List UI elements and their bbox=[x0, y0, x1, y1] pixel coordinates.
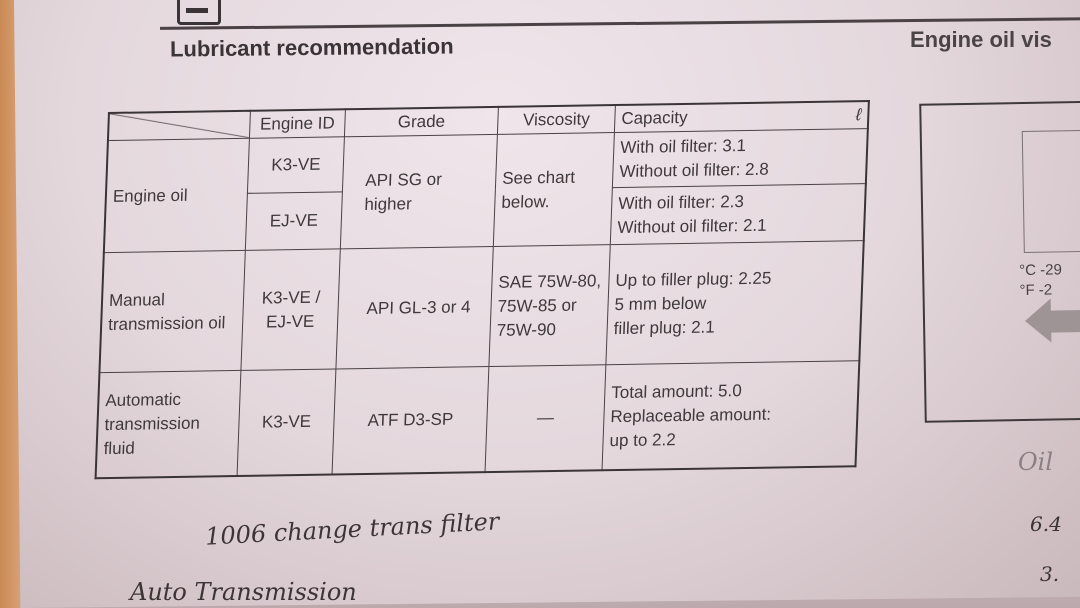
table-row: Automatic transmission fluid K3-VE ATF D… bbox=[95, 360, 860, 479]
section-title-engine-oil-viscosity: Engine oil vis bbox=[910, 27, 1052, 52]
viscosity-cell: SAE 75W-80, 75W-85 or 75W-90 bbox=[488, 244, 611, 367]
viscosity-cell: See chart below. bbox=[493, 132, 615, 247]
capacity-cell: With oil filter: 3.1 Without oil filter: … bbox=[612, 128, 868, 188]
row-label-engine-oil: Engine oil bbox=[103, 138, 250, 253]
page-title: Lubricant recommendation bbox=[169, 33, 454, 62]
arrow-bar bbox=[1048, 309, 1080, 333]
engine-id-cell: K3-VE bbox=[237, 368, 336, 477]
engine-id-cell: K3-VE / EJ-VE bbox=[240, 248, 341, 371]
capacity-line: filler plug: 2.1 bbox=[613, 316, 716, 338]
engine-id-cell: K3-VE bbox=[247, 136, 345, 194]
celsius-axis-label: °C -29 bbox=[1019, 261, 1062, 280]
handwritten-note: 6.4 bbox=[1030, 512, 1062, 536]
engine-id-cell: EJ-VE bbox=[245, 191, 343, 251]
header-corner bbox=[107, 110, 251, 141]
header-viscosity: Viscosity bbox=[497, 105, 616, 135]
grade-cell: API SG or higher bbox=[340, 134, 498, 249]
header-capacity: Capacity ℓ bbox=[614, 101, 869, 133]
capacity-cell: Total amount: 5.0 Replaceable amount: up t… bbox=[602, 360, 860, 471]
row-label-manual-transmission: Manual transmission oil bbox=[99, 250, 246, 373]
header-engine-id: Engine ID bbox=[249, 109, 346, 139]
grade-cell: API GL-3 or 4 bbox=[335, 246, 494, 369]
fahrenheit-axis-label: °F -2 bbox=[1019, 281, 1053, 300]
capacity-line: up to 2.2 bbox=[609, 430, 677, 451]
handwritten-note: Auto Transmission bbox=[130, 578, 357, 606]
viscosity-chart-grid bbox=[1021, 129, 1080, 254]
handwritten-note: 3. bbox=[1040, 562, 1060, 586]
table-row: Manual transmission oil K3-VE / EJ-VE AP… bbox=[99, 240, 864, 373]
grade-cell: ATF D3-SP bbox=[332, 366, 489, 475]
handwritten-note: Oil bbox=[1018, 448, 1054, 476]
viscosity-chart-frame: °C -29 °F -2 bbox=[919, 100, 1080, 423]
capacity-line: Without oil filter: 2.8 bbox=[619, 159, 770, 181]
viscosity-cell: — bbox=[485, 364, 606, 473]
header-grade: Grade bbox=[344, 106, 499, 137]
arrow-left-icon bbox=[1024, 298, 1052, 343]
capacity-cell: With oil filter: 2.3 Without oil filter: … bbox=[610, 183, 866, 245]
capacity-line: Without oil filter: 2.1 bbox=[617, 215, 768, 238]
unit-liter: ℓ bbox=[855, 105, 862, 125]
row-label-automatic-transmission: Automatic transmission fluid bbox=[95, 370, 241, 479]
capacity-label: Capacity bbox=[621, 107, 688, 128]
car-icon bbox=[177, 0, 221, 25]
lubricant-table: Engine ID Grade Viscosity Capacity ℓ Engi… bbox=[94, 100, 870, 480]
capacity-cell: Up to filler plug: 2.25 5 mm below filler … bbox=[605, 240, 864, 365]
